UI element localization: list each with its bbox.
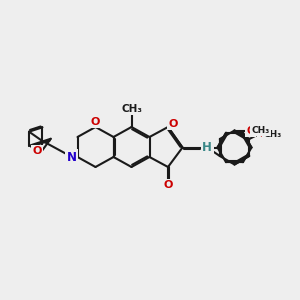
- Text: O: O: [169, 119, 178, 129]
- Text: H: H: [202, 141, 212, 154]
- Text: N: N: [67, 151, 76, 164]
- Text: O: O: [163, 181, 173, 190]
- Text: O: O: [32, 146, 42, 156]
- Text: O: O: [258, 129, 267, 139]
- Text: CH₃: CH₃: [264, 130, 282, 139]
- Text: CH₃: CH₃: [251, 126, 270, 135]
- Text: CH₃: CH₃: [121, 103, 142, 113]
- Text: O: O: [91, 116, 100, 127]
- Text: O: O: [246, 125, 255, 136]
